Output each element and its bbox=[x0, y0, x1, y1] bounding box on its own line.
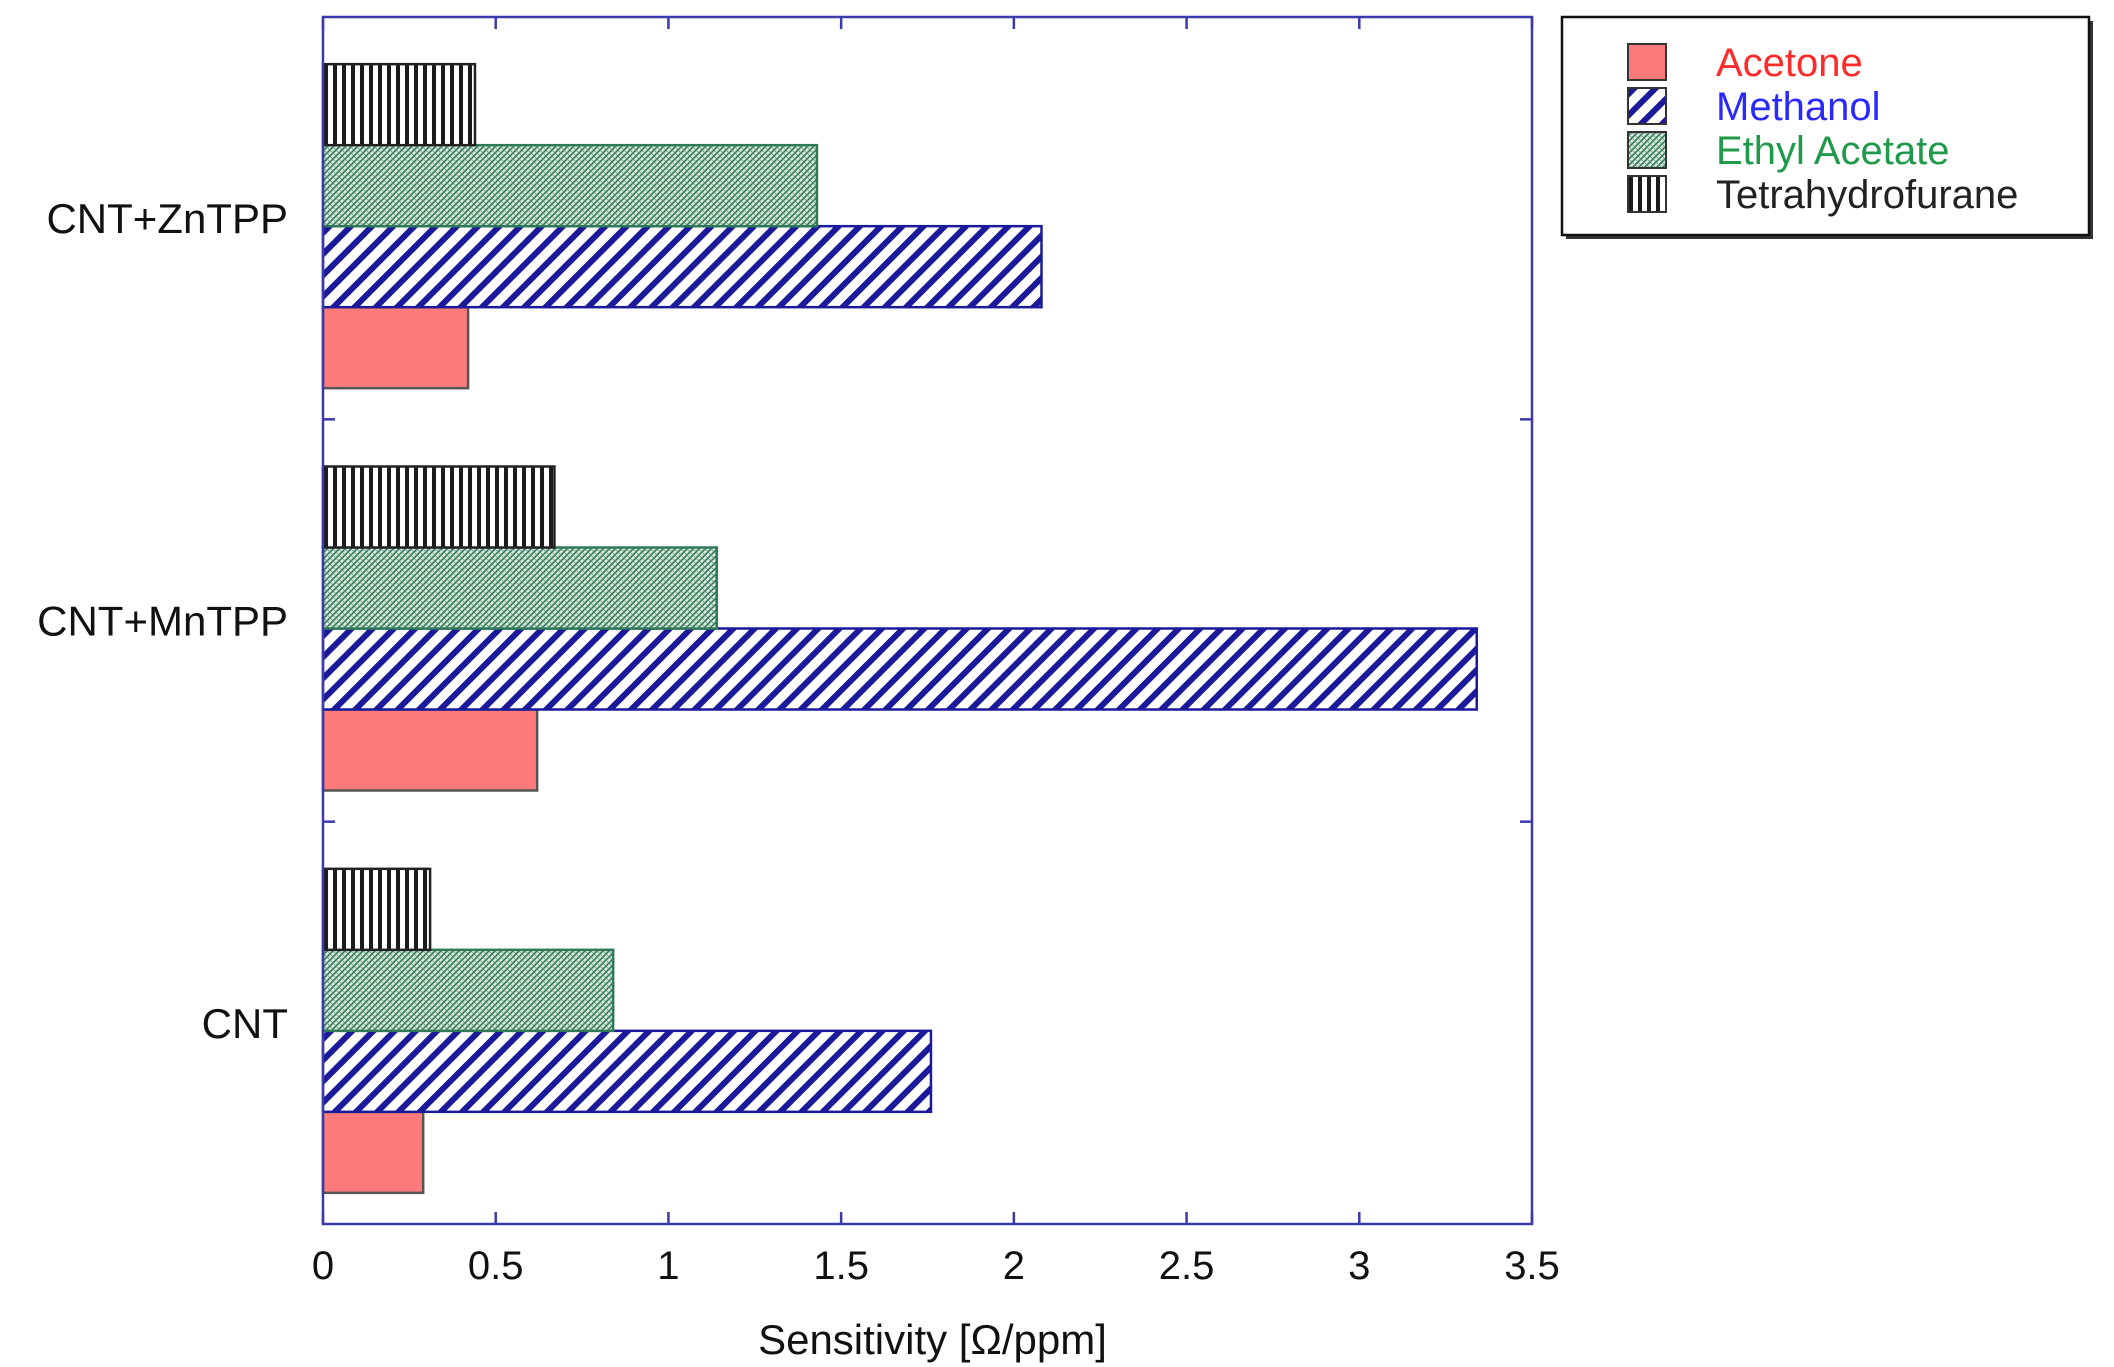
x-tick-label: 2 bbox=[1003, 1244, 1025, 1288]
bar-ethyl-acetate-cnt-mntpp bbox=[321, 546, 719, 630]
x-tick-label: 3.5 bbox=[1504, 1244, 1560, 1288]
bar-methanol-cnt bbox=[321, 1029, 933, 1114]
bar-ethyl-acetate-cnt-zntpp bbox=[321, 143, 819, 228]
bar-acetone-cnt-mntpp bbox=[321, 708, 539, 792]
axis-ticks bbox=[321, 17, 1534, 1224]
legend-label-acetone: Acetone bbox=[1716, 41, 1863, 85]
x-tick-label: 3 bbox=[1348, 1244, 1370, 1288]
plot-frame bbox=[321, 15, 1534, 1226]
y-category-labels: CNT+ZnTPP CNT+MnTPP CNT bbox=[37, 195, 288, 1047]
x-axis-label: Sensitivity [Ω/ppm] bbox=[758, 1316, 1107, 1363]
x-tick-label: 1 bbox=[657, 1244, 679, 1288]
x-tick-label: 1.5 bbox=[813, 1244, 869, 1288]
legend-label-tetrahydrofurane: Tetrahydrofurane bbox=[1716, 173, 2018, 217]
x-tick-labels: 0 0.5 1 1.5 2 2.5 3 3.5 bbox=[312, 1244, 1560, 1288]
legend-label-methanol: Methanol bbox=[1716, 85, 1881, 129]
bar-tetrahydrofurane-cnt-mntpp bbox=[321, 465, 556, 549]
bar-acetone-cnt bbox=[321, 1110, 425, 1195]
category-label: CNT+MnTPP bbox=[37, 598, 288, 645]
category-label: CNT+ZnTPP bbox=[46, 195, 288, 242]
x-tick-label: 2.5 bbox=[1159, 1244, 1215, 1288]
bar-acetone-cnt-zntpp bbox=[321, 305, 470, 390]
category-label: CNT bbox=[202, 1000, 288, 1047]
x-tick-label: 0 bbox=[312, 1244, 334, 1288]
bar-methanol-cnt-mntpp bbox=[321, 627, 1478, 711]
legend-swatch-tetrahydrofurane bbox=[1627, 175, 1667, 213]
bar-tetrahydrofurane-cnt-zntpp bbox=[321, 62, 477, 147]
legend-swatch-ethyl-acetate bbox=[1627, 131, 1667, 169]
legend-swatch-acetone bbox=[1627, 43, 1667, 81]
legend-label-ethyl-acetate: Ethyl Acetate bbox=[1716, 129, 1949, 173]
bar-ethyl-acetate-cnt bbox=[321, 948, 615, 1033]
bar-methanol-cnt-zntpp bbox=[321, 224, 1043, 309]
bar-tetrahydrofurane-cnt bbox=[321, 867, 432, 952]
x-tick-label: 0.5 bbox=[468, 1244, 524, 1288]
legend-swatch-methanol bbox=[1627, 87, 1667, 125]
